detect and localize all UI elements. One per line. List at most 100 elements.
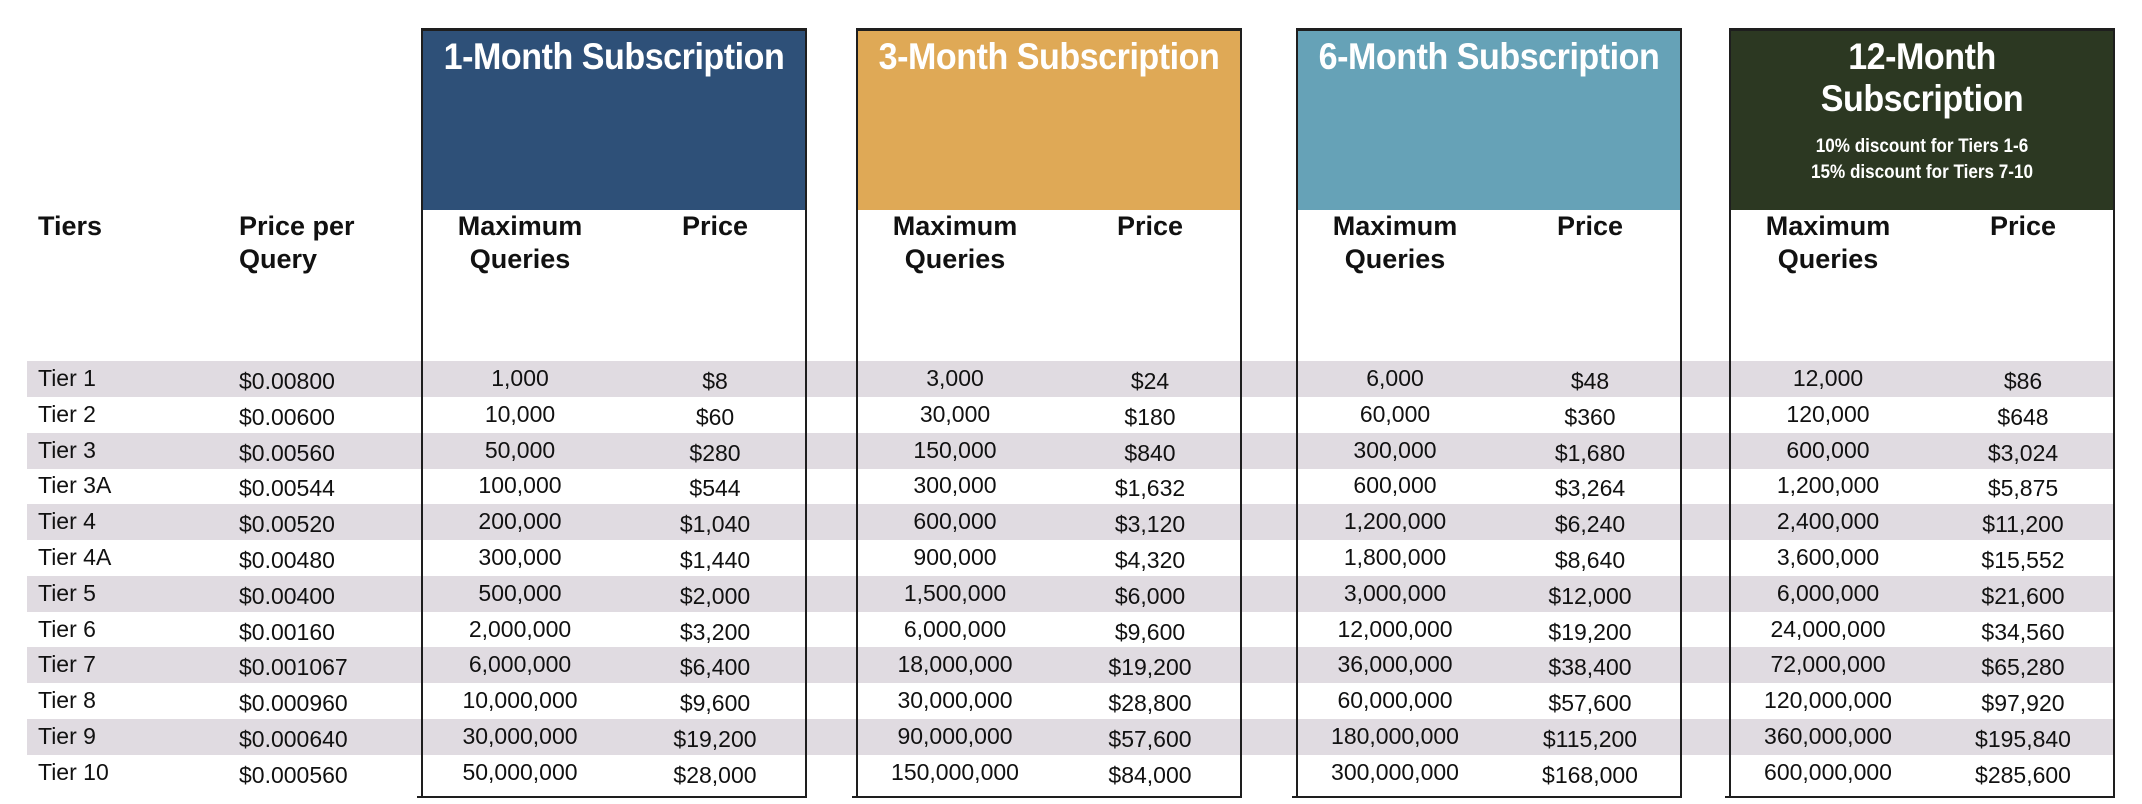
maximum-queries-value: 150,000,000 [891,758,1019,785]
maximum-queries-value: 120,000 [1786,400,1870,427]
subscription-title: 1-Month Subscription [443,36,785,77]
6-month-subscription-panel [1296,28,1682,796]
maximum-queries-value: 1,200,000 [1343,508,1447,535]
price-value: $19,200 [1548,618,1632,645]
price-per-query: $0.00800 [239,368,335,394]
maximum-queries-header: Maximum Queries [892,211,1018,274]
maximum-queries-value: 600,000 [913,508,997,535]
tiers-header: Tiers [38,211,103,241]
maximum-queries-value: 12,000,000 [1337,615,1453,642]
price-value: $21,600 [1981,582,2065,609]
discount-note: 15% discount for Tiers 7-10 [1810,162,2034,183]
price-value: $11,200 [1982,511,2064,538]
price-value: $24 [1130,368,1170,394]
12-month-subscription-panel [1729,28,2115,796]
price-value: $3,264 [1554,475,1626,502]
price-value: $5,875 [1987,475,2059,502]
price-value: $8 [702,368,728,394]
panel-bottom-rule [1725,796,2115,798]
price-value: $4,320 [1114,547,1186,573]
maximum-queries-value: 600,000 [1786,436,1870,463]
12-month-subscription-header: 12-Month Subscription 10% discount for Ti… [1729,28,2115,210]
maximum-queries-value: 1,000 [491,365,549,391]
price-header: Price [1556,211,1624,241]
tier-name: Tier 2 [38,400,96,427]
price-value: $34,560 [1981,618,2065,645]
3-month-subscription-header: 3-Month Subscription [856,28,1242,210]
price-value: $9,600 [1114,618,1186,645]
price-value: $840 [1124,439,1176,466]
maximum-queries-value: 3,000 [926,365,984,391]
tier-name: Tier 4A [38,544,112,570]
maximum-queries-value: 1,200,000 [1776,472,1880,499]
price-value: $180 [1124,403,1176,430]
tier-name: Tier 8 [38,687,96,714]
price-value: $1,440 [679,547,751,573]
subscription-title: 6-Month Subscription [1318,36,1660,77]
price-value: $19,200 [1108,654,1192,681]
maximum-queries-header: Maximum Queries [457,211,583,274]
price-value: $57,600 [1108,726,1192,752]
maximum-queries-value: 30,000,000 [462,723,578,749]
price-value: $28,000 [673,761,757,788]
maximum-queries-header: Maximum Queries [1765,211,1891,274]
maximum-queries-value: 50,000,000 [462,758,578,785]
tier-name: Tier 3A [38,472,112,499]
price-value: $60 [695,403,735,430]
maximum-queries-value: 2,400,000 [1776,508,1880,535]
price-per-query: $0.000640 [239,726,348,752]
row-band [27,504,2115,541]
row-band [27,575,2115,612]
maximum-queries-value: 36,000,000 [1337,651,1453,678]
price-per-query: $0.00520 [239,511,335,538]
1-month-subscription-header: 1-Month Subscription [421,28,807,210]
maximum-queries-value: 900,000 [913,544,997,570]
1-month-subscription-panel [421,28,807,796]
price-value: $12,000 [1548,582,1632,609]
price-value: $195,840 [1975,726,2071,752]
tier-name: Tier 10 [38,758,109,785]
maximum-queries-value: 18,000,000 [897,651,1013,678]
price-header: Price [1116,211,1184,241]
price-value: $1,680 [1554,439,1626,466]
price-value: $9,600 [679,690,751,717]
price-value: $3,120 [1114,511,1186,538]
tier-name: Tier 5 [38,579,96,606]
maximum-queries-value: 6,000,000 [468,651,572,678]
tier-name: Tier 4 [38,508,96,535]
price-value: $48 [1570,368,1610,394]
maximum-queries-value: 300,000 [478,544,562,570]
maximum-queries-value: 300,000 [1353,436,1437,463]
price-per-query: $0.00160 [239,618,335,645]
price-per-query: $0.00600 [239,403,335,430]
tier-name: Tier 3 [38,436,96,463]
price-value: $2,000 [679,582,751,609]
maximum-queries-value: 90,000,000 [897,723,1013,749]
price-per-query: $0.000560 [239,761,348,788]
price-value: $648 [1997,403,2049,430]
price-value: $1,040 [679,511,751,538]
maximum-queries-value: 2,000,000 [468,615,572,642]
price-per-query: $0.00544 [239,475,335,502]
price-per-query: $0.00480 [239,547,335,573]
price-header: Price [1989,211,2057,241]
price-header: Price [681,211,749,241]
price-per-query: $0.00400 [239,582,335,609]
price-value: $6,240 [1554,511,1626,538]
price-value: $280 [689,439,741,466]
maximum-queries-value: 10,000 [484,400,556,427]
maximum-queries-value: 360,000,000 [1764,723,1892,749]
3-month-subscription-panel [856,28,1242,796]
maximum-queries-value: 50,000 [484,436,556,463]
price-per-query: $0.001067 [239,654,348,681]
price-value: $6,400 [679,654,751,681]
maximum-queries-value: 1,500,000 [903,579,1007,606]
panel-bottom-rule [852,796,1242,798]
price-value: $57,600 [1548,690,1632,717]
tier-name: Tier 1 [38,365,96,391]
price-per-query: $0.00560 [239,439,335,466]
price-value: $6,000 [1114,582,1186,609]
maximum-queries-value: 6,000,000 [903,615,1007,642]
maximum-queries-header: Maximum Queries [1332,211,1458,274]
price-value: $38,400 [1548,654,1632,681]
